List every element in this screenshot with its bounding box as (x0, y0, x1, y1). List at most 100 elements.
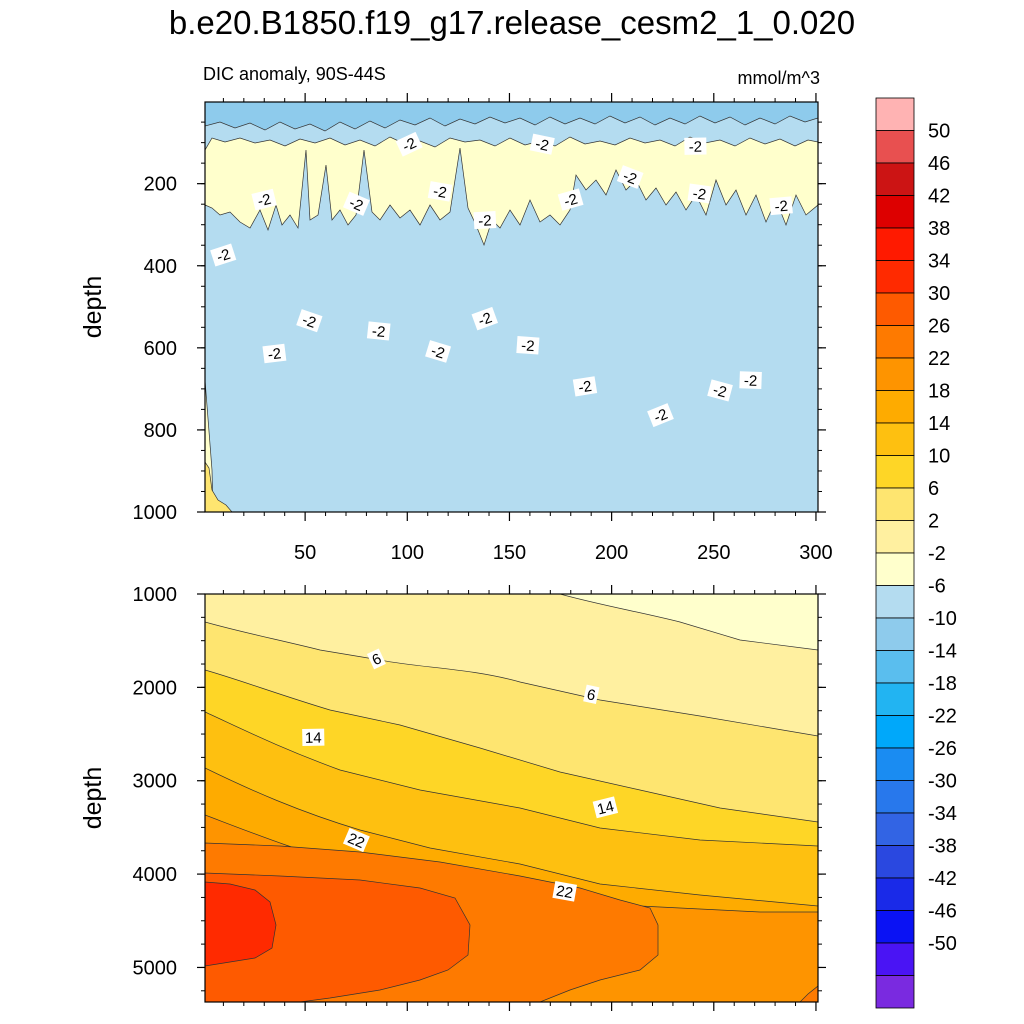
contour-label-bg (684, 137, 707, 155)
contour-label: 6 (366, 648, 386, 670)
colorbar-label: -42 (928, 868, 957, 890)
contour-label-bg (647, 403, 674, 428)
colorbar-label: -26 (928, 738, 957, 760)
contour-label: -2 (296, 309, 323, 333)
colorbar-swatch (875, 910, 915, 944)
contour-label-bg (552, 881, 578, 902)
contour-label-text: -2 (300, 311, 318, 331)
contour-label-text: 6 (585, 686, 597, 704)
contour-label-text: 22 (555, 883, 574, 903)
contour-label-bg (473, 211, 497, 230)
contour-label-text: -2 (256, 191, 273, 211)
contour-label-text: -2 (711, 381, 728, 401)
contour-label: -2 (684, 137, 707, 156)
contour-label: -2 (616, 165, 644, 189)
contour-label: -2 (769, 196, 793, 216)
contour-label-bg (366, 648, 386, 670)
colorbar-label: -30 (928, 771, 957, 793)
fill-corner-bottom-right (799, 985, 818, 1002)
contour-label: 22 (342, 827, 370, 853)
colorbar-label: -38 (928, 836, 957, 858)
colorbar-swatch (875, 292, 915, 326)
bottom-axes: 1000 2000 3000 4000 5000 (133, 584, 826, 1011)
contour-label: -2 (707, 379, 733, 402)
contour-label-bg (210, 243, 237, 267)
contour-label-bg (572, 376, 598, 397)
contour-label: -2 (471, 306, 499, 331)
y-tick-label: 600 (144, 338, 177, 360)
colorbar-label: -46 (928, 901, 957, 923)
y-tick-label: 1000 (133, 584, 178, 606)
contour-label: -2 (572, 376, 598, 397)
top-axes: 200 400 600 800 1000 50 100 150 200 250 300 (133, 93, 833, 564)
colorbar-swatch (875, 845, 915, 879)
contour-label-text: -2 (432, 183, 448, 202)
contour-label: -2 (687, 183, 712, 204)
contour-label-text: -2 (534, 135, 551, 154)
contour-label-text: -2 (267, 345, 282, 363)
contour-label-bg (471, 306, 499, 331)
contour-label-bg (296, 309, 323, 333)
contour-label: -2 (557, 188, 584, 211)
colorbar-label: -14 (928, 641, 957, 663)
contour-label-text: -2 (429, 342, 447, 362)
top-contour-labels: -2 -2 -2 -2 -2 -2 -2 -2 -2 -2 -2 -2 -2 -2 -2 -2 -2 -2 -2 -2… (210, 131, 793, 428)
contour-label-bg (425, 340, 452, 363)
contour-label-text: -2 (621, 168, 640, 189)
contour-label-text: -2 (371, 323, 386, 341)
panel-subtitle: DIC anomaly, 90S-44S (203, 64, 386, 84)
fill-level-34 (205, 872, 471, 1002)
colorbar-swatch (875, 520, 915, 554)
colorbar-swatch (875, 195, 915, 229)
colorbar-swatch (875, 130, 915, 164)
colorbar-label: 10 (928, 446, 950, 468)
contour-label-text: -2 (689, 139, 703, 156)
bottom-left-yellow-patch (205, 461, 233, 512)
colorbar-label: -34 (928, 803, 957, 825)
chart-title: b.e20.B1850.f19_g17.release_cesm2_1_0.02… (169, 4, 855, 41)
colorbar-swatch (875, 617, 915, 651)
colorbar-label: -10 (928, 608, 957, 630)
y-tick-label: 400 (144, 256, 177, 278)
colorbar-swatch (875, 422, 915, 456)
contour-label-bg (557, 188, 584, 211)
contour-label: -2 (529, 133, 555, 155)
x-tick-label: 300 (799, 542, 832, 564)
colorbar-swatch (875, 650, 915, 684)
contour-label: -2 (427, 181, 453, 202)
colorbar-label: -22 (928, 706, 957, 728)
colorbar-swatch (875, 585, 915, 619)
contour-label: 14 (302, 728, 325, 747)
colorbar-label: 46 (928, 153, 950, 175)
contour-label-bg (616, 165, 644, 189)
contour-label: 6 (583, 684, 600, 705)
colorbar-label: 26 (928, 316, 950, 338)
bottom-contour-labels: 6 6 14 14 22 22 (302, 648, 619, 903)
colorbar-swatch (875, 162, 915, 196)
colorbar: 50 46 42 38 34 30 26 22 18 14 10 6 2 -2 -6 -10 -14 -18 -22… (875, 97, 957, 1009)
contour-label-text: 14 (305, 730, 322, 747)
contour-label-bg (707, 379, 733, 402)
contour-label: -2 (473, 211, 497, 230)
x-tick-label: 50 (294, 542, 316, 564)
colorbar-label: 2 (928, 511, 939, 533)
y-tick-label: 4000 (133, 864, 178, 886)
contour-label-bg (516, 336, 540, 355)
x-tick-label: 100 (391, 542, 424, 564)
contour-label-text: -2 (478, 212, 492, 230)
contour-label-text: 22 (345, 830, 367, 852)
colorbar-label: 34 (928, 251, 950, 273)
colorbar-label: 14 (928, 413, 950, 435)
colorbar-swatch (875, 97, 915, 131)
contour-label-bg (583, 684, 600, 705)
surface-deep-blue-band (205, 102, 818, 132)
colorbar-label: -50 (928, 933, 957, 955)
y-tick-label: 2000 (133, 677, 178, 699)
colorbar-label: -18 (928, 673, 957, 695)
colorbar-label: 30 (928, 283, 950, 305)
bottom-y-axis-label: depth (79, 767, 107, 830)
bottom-panel-fills (205, 594, 818, 1002)
top-y-axis-label: depth (79, 276, 107, 339)
contour-label-bg (739, 371, 762, 390)
